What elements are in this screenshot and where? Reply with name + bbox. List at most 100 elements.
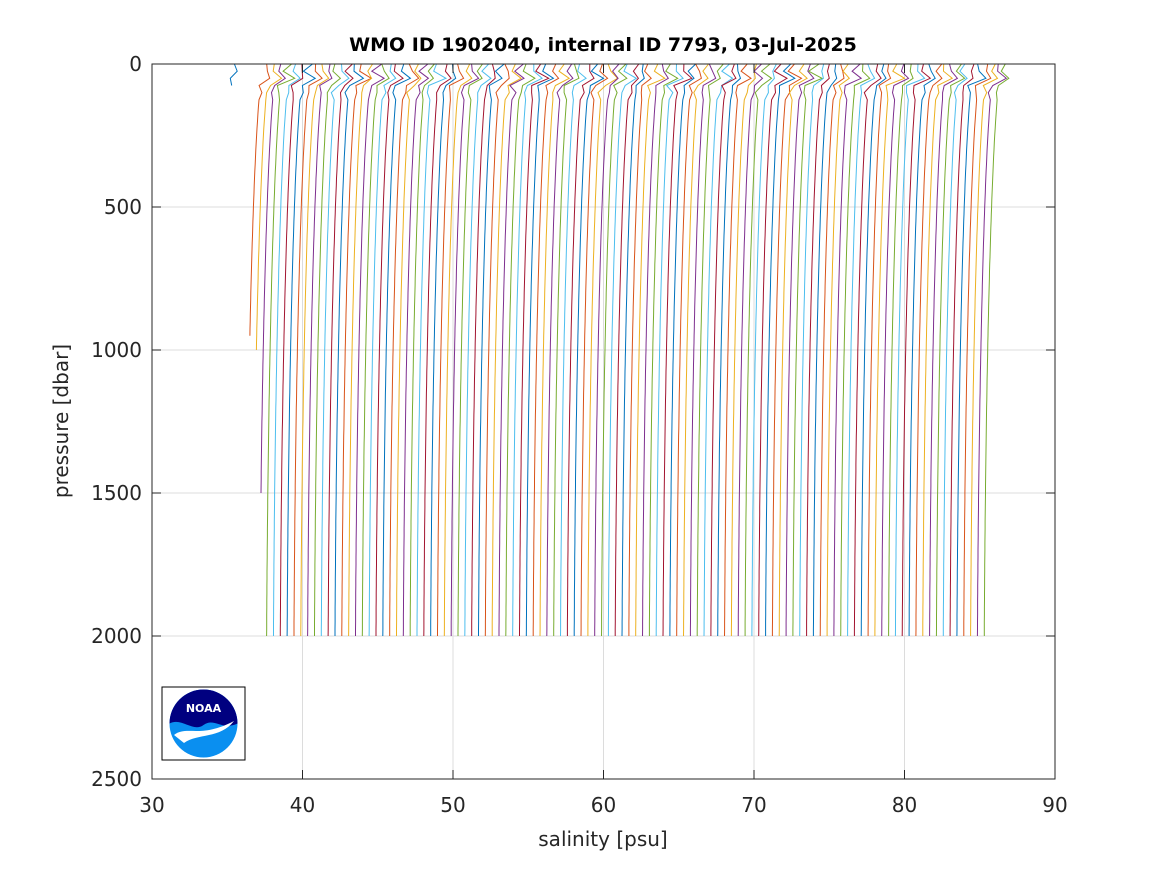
profile-line [607, 63, 638, 636]
profile-line [703, 63, 734, 637]
profile-line [717, 63, 742, 637]
profile-line [655, 63, 684, 636]
profile-line [279, 63, 304, 636]
x-tick-label: 60 [591, 793, 616, 817]
profile-line [457, 63, 483, 636]
x-tick-label: 40 [290, 793, 315, 817]
profile-line [286, 63, 317, 637]
profile-line [874, 63, 906, 636]
profile-line [614, 63, 640, 636]
profile-line [806, 63, 830, 636]
profile-line [956, 63, 987, 637]
profile-line [437, 63, 465, 636]
profile-line [553, 63, 580, 636]
profile-line [696, 63, 724, 636]
profile-line [525, 63, 555, 637]
profile-line [847, 63, 876, 636]
profile-line [300, 63, 330, 636]
profile-line [737, 63, 764, 637]
profile-line [771, 63, 803, 636]
profile-line [601, 63, 628, 637]
profile-line [833, 63, 863, 636]
profile-line [942, 63, 968, 636]
profile-line [669, 63, 697, 636]
profile-line [375, 63, 404, 636]
profile-line [348, 63, 374, 637]
profile-line [724, 63, 752, 637]
profile-line [949, 63, 975, 636]
profile-line [464, 63, 492, 637]
profile-line [894, 63, 926, 637]
profile-line [546, 63, 574, 637]
profile-line [249, 63, 271, 336]
y-tick-label: 2000 [91, 624, 142, 648]
profile-line [785, 63, 815, 636]
profile-line [266, 63, 296, 637]
profile-line [628, 63, 652, 636]
profile-line [867, 63, 892, 636]
profile-line [471, 63, 496, 636]
x-tick-label: 80 [892, 793, 917, 817]
x-tick-label: 50 [440, 793, 465, 817]
profile-line [320, 63, 350, 636]
profile-line [273, 63, 301, 636]
x-tick-label: 70 [741, 793, 766, 817]
profile-line [478, 63, 505, 636]
profile-line [341, 63, 373, 636]
profile-line [484, 63, 510, 637]
profile-line [594, 63, 620, 636]
profile-line [963, 63, 992, 636]
profile-line [901, 63, 932, 637]
profile-line [860, 63, 887, 637]
profile-line [676, 63, 702, 636]
x-axis-label: salinity [psu] [538, 827, 667, 851]
y-tick-label: 0 [129, 52, 142, 76]
profile-line [778, 63, 808, 637]
profile-line [539, 63, 571, 637]
profile-line [355, 63, 386, 636]
noaa-logo-text: NOAA [186, 702, 222, 715]
y-tick-label: 1000 [91, 338, 142, 362]
profile-line [983, 63, 1010, 636]
profile-line [255, 63, 283, 351]
x-tick-label: 90 [1042, 793, 1067, 817]
profile-line [334, 63, 365, 636]
profile-line [881, 63, 910, 637]
profile-line [566, 63, 595, 636]
profile-line [505, 63, 536, 637]
axis-ticks: 30 40 50 60 70 80 90 0 500 1000 1500 2000 2500 [91, 52, 1068, 817]
profile-line [642, 63, 670, 637]
profile-line [361, 63, 390, 637]
profile-line [621, 63, 645, 637]
profile-line [826, 63, 851, 636]
profile-line [580, 63, 609, 637]
profile-line [293, 63, 323, 636]
profile-line [812, 63, 838, 636]
profile-line [443, 63, 473, 637]
profile-line [229, 63, 238, 86]
profile-line [327, 63, 354, 637]
profile-line [519, 63, 550, 636]
profile-line [635, 63, 666, 636]
profile-line [648, 63, 679, 636]
profile-line [792, 63, 824, 636]
profile-line [409, 63, 435, 636]
profile-line [710, 63, 737, 636]
profile-line [853, 63, 882, 636]
profile-line [314, 63, 342, 636]
profile-line [799, 63, 825, 637]
profile-line [382, 63, 412, 637]
profile-line [512, 64, 544, 636]
profile-line [730, 63, 757, 636]
profile-line [587, 63, 619, 636]
profile-line [307, 63, 333, 637]
profile-line [935, 63, 966, 637]
profile-line [260, 63, 287, 494]
profile-lines [229, 63, 1010, 637]
profile-line [929, 63, 959, 636]
profile-line [765, 63, 796, 636]
chart-title: WMO ID 1902040, internal ID 7793, 03-Jul… [349, 34, 857, 56]
profile-line [751, 63, 777, 636]
profile-line [744, 63, 773, 636]
